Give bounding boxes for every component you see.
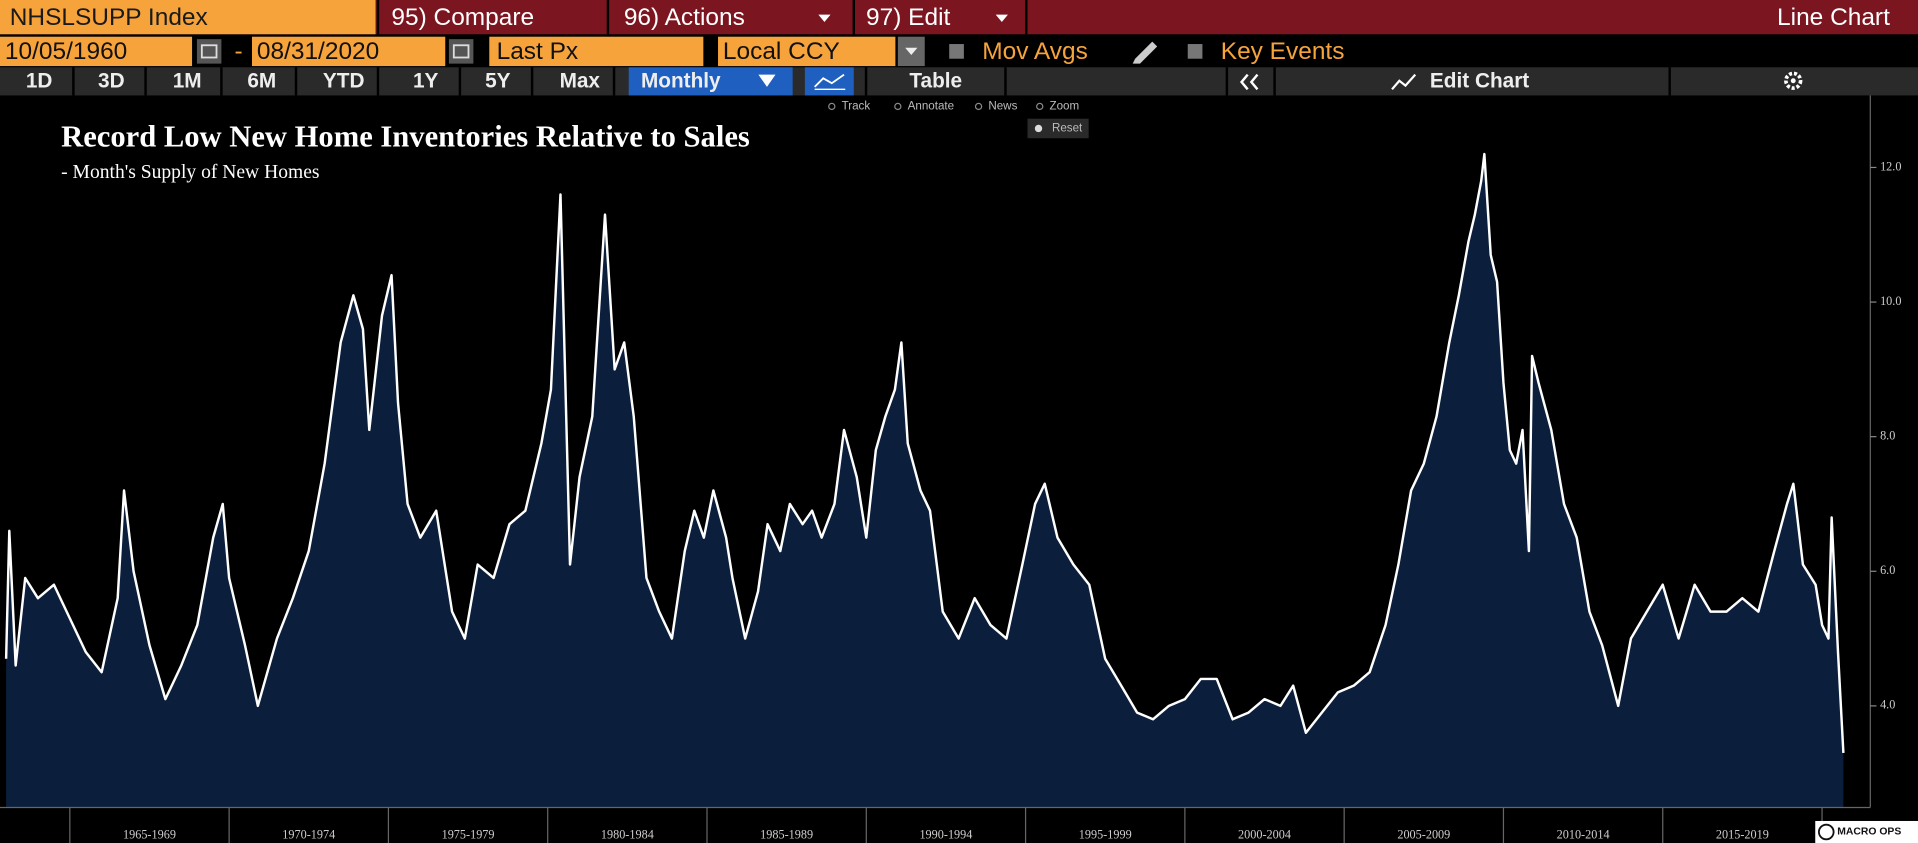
tool-icon	[1036, 102, 1044, 111]
tool-icon	[974, 102, 983, 111]
period-button[interactable]: 1Y	[413, 69, 439, 92]
view-name: Line Chart	[1777, 4, 1890, 31]
tool-button[interactable]: Annotate	[908, 100, 954, 113]
settings-icon[interactable]	[1784, 71, 1803, 90]
period-button[interactable]: YTD	[323, 69, 365, 92]
reset-button[interactable]	[1027, 118, 1089, 139]
checkbox[interactable]	[949, 44, 964, 59]
dropdown-arrow	[995, 14, 1008, 23]
chart-subtitle: - Month's Supply of New Homes	[61, 162, 319, 183]
period-button[interactable]: 1D	[26, 69, 53, 92]
x-tick-label: 1965-1969	[123, 827, 176, 841]
menu-edit[interactable]: 97) Edit	[866, 4, 950, 31]
chart-title: Record Low New Home Inventories Relative…	[61, 119, 750, 153]
plot: 4.0 6.0 8.0 10.0 12.0 1965-1969 1970-1974 1975-…	[0, 95, 1901, 843]
collapse-icon[interactable]	[1249, 73, 1259, 91]
area	[6, 154, 1844, 808]
start-date[interactable]: 10/05/1960	[5, 38, 127, 65]
x-tick-label: 2010-2014	[1557, 827, 1610, 841]
mov-avgs[interactable]: Mov Avgs	[982, 38, 1088, 65]
tool-button[interactable]: Track	[842, 100, 871, 113]
period-button[interactable]: 6M	[247, 69, 276, 92]
x-tick-label: 2000-2004	[1238, 827, 1291, 841]
menu-compare[interactable]: 95) Compare	[391, 4, 534, 31]
tool-button[interactable]: News	[988, 100, 1017, 113]
watermark-box	[1815, 820, 1918, 843]
x-tick-label: 1990-1994	[919, 827, 972, 841]
tool-icon	[828, 102, 836, 111]
menu-actions[interactable]: 96) Actions	[624, 4, 745, 31]
toolbar	[0, 67, 1918, 96]
x-tick-label: 1975-1979	[442, 827, 495, 841]
checkbox[interactable]	[1187, 44, 1203, 59]
calendar-icon[interactable]	[448, 39, 474, 64]
x-tick-label: 1995-1999	[1079, 827, 1132, 841]
period-button[interactable]: Max	[560, 69, 601, 92]
calendar-glyph	[452, 44, 470, 59]
end-date[interactable]: 08/31/2020	[257, 38, 379, 65]
calendar-glyph	[200, 44, 218, 59]
field-box[interactable]	[489, 36, 704, 67]
y-tick-label: 4.0	[1880, 698, 1895, 712]
reset[interactable]: Reset	[1052, 122, 1083, 135]
ticker-box[interactable]	[0, 0, 376, 35]
period-button[interactable]: 5Y	[485, 69, 511, 92]
x-tick-label: 2015-2019	[1716, 827, 1769, 841]
y-tick-label: 12.0	[1880, 159, 1901, 173]
key-events[interactable]: Key Events	[1221, 38, 1345, 65]
x-tick-label: 1970-1974	[282, 827, 335, 841]
watermark-logo	[1818, 823, 1835, 841]
x-tick-label: 2005-2009	[1397, 827, 1450, 841]
date-separator: -	[234, 38, 242, 65]
ticker[interactable]: NHSLSUPP Index	[10, 4, 208, 31]
field[interactable]: Last Px	[497, 38, 579, 65]
calendar-icon[interactable]	[196, 39, 222, 64]
period-buttons: 1D 3D 1M 6M YTD 1Y 5Y Max	[26, 67, 616, 96]
dropdown-arrow	[818, 14, 831, 23]
reset-icon	[1034, 124, 1043, 133]
x-tick-label: 1985-1989	[760, 827, 813, 841]
tool-icon	[894, 102, 902, 111]
collapse-icon[interactable]	[1239, 73, 1249, 91]
y-tick-label: 6.0	[1880, 563, 1895, 577]
table-button[interactable]: Table	[909, 69, 962, 92]
line-chart-icon	[814, 73, 845, 88]
pencil-icon[interactable]	[1132, 41, 1158, 64]
y-tick-label: 10.0	[1880, 294, 1901, 308]
settings-icon	[1790, 78, 1796, 84]
edit-chart-icon	[1391, 73, 1417, 91]
line	[4, 152, 1845, 754]
x-tick-label: 1980-1984	[601, 827, 654, 841]
edit-chart[interactable]: Edit Chart	[1430, 69, 1529, 92]
dropdown-arrow	[905, 47, 918, 56]
start-date-box[interactable]	[0, 36, 193, 67]
chart-tools: Track Annotate News Zoom	[828, 100, 1080, 113]
period-button[interactable]: 1M	[173, 69, 202, 92]
tool-button[interactable]: Zoom	[1050, 100, 1080, 113]
period-button[interactable]: 3D	[98, 69, 125, 92]
watermark: MACRO OPS	[1837, 827, 1901, 838]
y-tick-label: 8.0	[1880, 428, 1895, 442]
frequency[interactable]: Monthly	[641, 69, 721, 92]
currency-box[interactable]	[718, 36, 896, 67]
end-date-box[interactable]	[251, 36, 446, 67]
currency[interactable]: Local CCY	[723, 38, 840, 65]
dropdown-arrow	[758, 74, 776, 87]
